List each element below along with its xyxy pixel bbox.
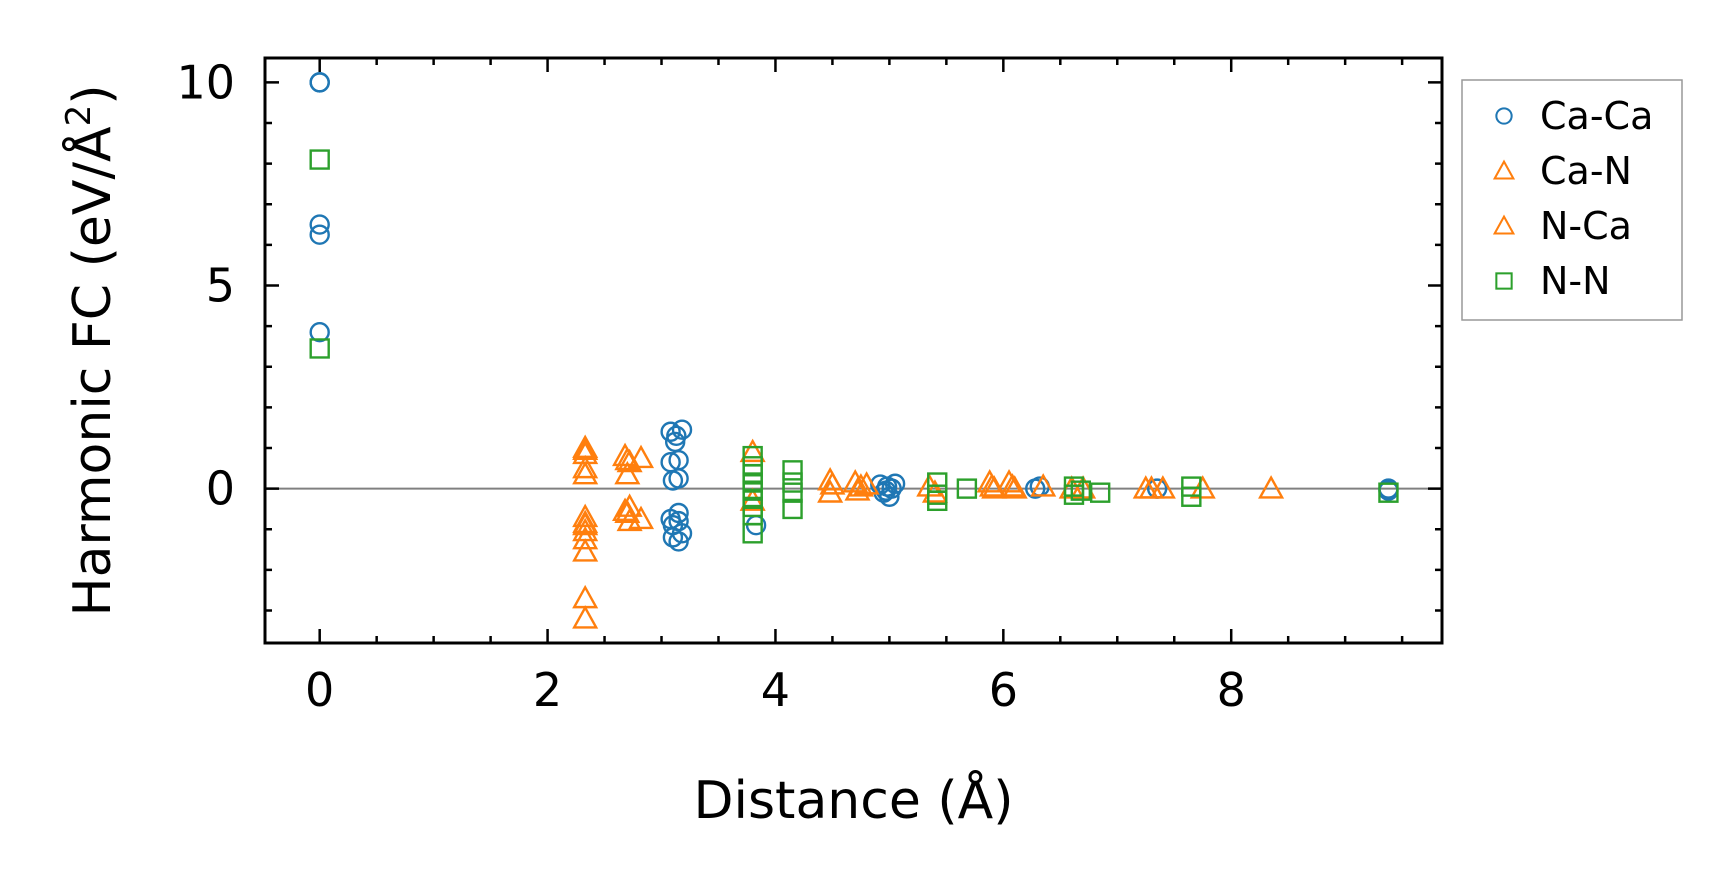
data-point	[782, 460, 803, 481]
data-point	[572, 454, 599, 479]
x-tick-label: 6	[989, 663, 1018, 717]
legend-label: N-Ca	[1540, 204, 1632, 248]
y-axis-label: Harmonic FC (eV/Å2)	[59, 84, 123, 616]
data-point	[627, 444, 655, 469]
data-point	[1258, 475, 1285, 499]
data-point	[853, 471, 880, 495]
data-point	[572, 584, 599, 609]
x-tick-label: 4	[761, 663, 790, 717]
data-point	[739, 438, 766, 463]
data-point	[847, 473, 874, 497]
data-point	[782, 482, 803, 503]
y-axis-label-exponent: 2	[59, 105, 99, 127]
data-point	[742, 523, 763, 544]
data-point	[614, 446, 641, 471]
data-point	[309, 338, 330, 359]
x-tick-label: 8	[1217, 663, 1246, 717]
data-point	[782, 498, 803, 520]
legend-marker	[1495, 107, 1513, 125]
y-tick-label: 0	[206, 462, 235, 516]
data-point	[671, 523, 693, 544]
legend-marker	[1492, 214, 1516, 235]
data-point	[572, 436, 599, 461]
data-point	[572, 605, 599, 629]
data-point	[572, 538, 599, 562]
legend-marker	[1492, 159, 1516, 180]
data-point	[662, 527, 684, 548]
series-n-n	[309, 149, 1399, 544]
data-point	[927, 490, 948, 512]
data-point	[309, 149, 330, 170]
data-point	[572, 525, 599, 550]
legend-marker	[1495, 272, 1513, 290]
legend-label: Ca-N	[1540, 149, 1632, 193]
data-point	[572, 511, 599, 536]
data-point	[978, 473, 1005, 497]
x-tick-label: 0	[305, 663, 334, 717]
data-point	[309, 214, 330, 235]
data-point	[1138, 475, 1165, 499]
data-point	[614, 460, 641, 485]
legend: Ca-Ca Ca-N N-Ca N-N	[1461, 79, 1683, 321]
axis-ticks-layer: 0 2 4 6 8 0 5 10	[176, 55, 1442, 717]
data-points-layer	[309, 72, 1399, 629]
data-point	[671, 419, 693, 440]
data-point	[309, 322, 330, 343]
series-ca-ca	[309, 72, 1399, 552]
data-point	[817, 479, 844, 503]
series-n-ca	[572, 436, 1165, 536]
legend-label: Ca-Ca	[1540, 94, 1653, 138]
y-axis-label-main: Harmonic FC (eV/Å	[61, 126, 123, 617]
data-point	[309, 72, 330, 93]
data-point	[999, 473, 1026, 497]
data-point	[1378, 482, 1399, 503]
data-point	[842, 469, 869, 493]
data-point	[668, 502, 689, 524]
data-point	[1030, 473, 1057, 497]
data-point	[1070, 480, 1092, 501]
data-point	[1181, 486, 1202, 507]
data-point	[668, 468, 689, 489]
data-point	[660, 421, 681, 442]
data-point	[614, 499, 641, 523]
data-point	[956, 478, 978, 499]
x-tick-label: 2	[533, 663, 562, 717]
data-point	[1089, 482, 1111, 503]
legend-label: N-N	[1540, 259, 1611, 303]
y-tick-label: 5	[206, 259, 235, 313]
y-tick-label: 10	[176, 55, 235, 109]
data-point	[572, 460, 599, 485]
legend-box	[1461, 79, 1683, 321]
data-point	[819, 471, 846, 495]
data-point	[309, 224, 330, 245]
y-axis-label-close: )	[63, 84, 123, 104]
data-point	[572, 503, 599, 528]
data-point	[1063, 484, 1085, 505]
plot-frame	[263, 56, 1444, 645]
x-axis-label: Distance (Å)	[693, 769, 1013, 831]
